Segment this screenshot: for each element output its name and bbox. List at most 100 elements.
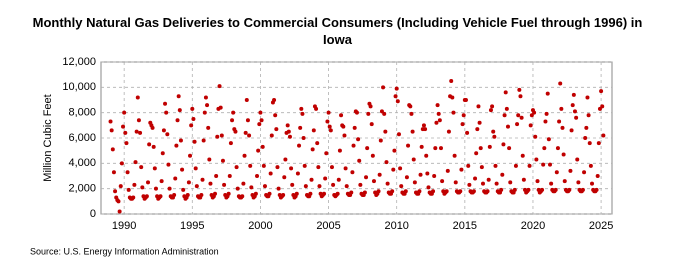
data-point <box>253 191 258 196</box>
data-point <box>404 175 409 180</box>
data-point <box>426 185 431 190</box>
data-point <box>544 111 549 116</box>
data-point <box>245 118 250 123</box>
data-point <box>505 124 510 129</box>
data-point <box>409 111 414 116</box>
data-point <box>166 162 171 167</box>
data-point <box>583 136 588 140</box>
data-point <box>559 106 564 111</box>
data-point <box>314 106 319 111</box>
data-point <box>528 123 533 128</box>
data-point <box>206 125 211 130</box>
data-point <box>308 191 313 196</box>
data-point <box>376 189 381 194</box>
data-point <box>272 98 277 102</box>
data-point <box>501 142 506 147</box>
data-point <box>287 134 292 139</box>
data-point <box>354 110 359 115</box>
data-point <box>582 170 587 175</box>
data-point <box>488 108 493 113</box>
data-point <box>516 113 521 118</box>
data-point <box>285 123 290 128</box>
data-point <box>446 129 451 134</box>
data-point <box>233 129 238 134</box>
data-point <box>290 182 295 187</box>
data-point <box>357 158 362 163</box>
data-point <box>134 129 139 134</box>
data-point <box>113 189 118 194</box>
data-point <box>194 184 199 189</box>
data-point <box>299 106 304 111</box>
data-point <box>521 177 526 182</box>
data-point <box>440 179 445 184</box>
data-point <box>135 95 140 100</box>
data-point <box>344 184 349 189</box>
data-point <box>471 189 476 194</box>
data-point <box>394 86 399 91</box>
data-point <box>435 103 440 108</box>
data-point <box>368 104 373 109</box>
data-point <box>248 163 253 168</box>
data-point <box>381 85 386 90</box>
data-point <box>108 119 113 124</box>
data-point <box>452 153 457 158</box>
data-point <box>595 174 600 178</box>
data-point <box>502 113 507 118</box>
data-point <box>350 170 355 175</box>
data-point <box>230 118 235 123</box>
data-point <box>508 180 513 185</box>
data-point <box>547 162 552 167</box>
data-point <box>161 128 166 133</box>
data-point <box>186 180 191 185</box>
data-point <box>119 161 124 166</box>
data-point <box>276 186 281 191</box>
data-point <box>574 115 579 120</box>
data-point <box>476 104 481 109</box>
data-point <box>247 133 252 138</box>
data-point <box>568 168 573 173</box>
data-point <box>362 190 367 195</box>
data-point <box>297 143 302 148</box>
data-point <box>337 148 342 153</box>
data-point <box>132 182 137 187</box>
data-point <box>213 191 218 196</box>
data-point <box>219 133 224 138</box>
data-point <box>295 171 300 176</box>
data-point <box>526 187 531 192</box>
data-point <box>477 120 482 125</box>
data-point <box>433 146 438 151</box>
data-point <box>351 143 356 148</box>
data-point <box>584 125 589 130</box>
data-point <box>257 122 262 127</box>
y-axis-label: Million Cubic Feet <box>42 94 54 181</box>
data-point <box>331 182 336 187</box>
data-point <box>453 180 458 185</box>
data-point <box>459 167 464 172</box>
data-point <box>408 104 413 109</box>
data-point <box>335 191 340 196</box>
data-point <box>255 174 260 178</box>
data-point <box>269 133 274 138</box>
data-point <box>398 166 403 171</box>
data-point <box>518 94 523 99</box>
data-point <box>199 193 204 197</box>
data-point <box>256 148 261 153</box>
data-point <box>289 166 294 171</box>
data-point <box>153 186 158 191</box>
data-point <box>431 189 436 194</box>
data-point <box>587 141 592 146</box>
data-point <box>570 103 575 108</box>
data-point <box>543 119 548 124</box>
data-point <box>491 129 496 134</box>
data-point <box>303 184 308 189</box>
data-point <box>242 153 247 158</box>
data-point <box>227 174 232 178</box>
data-point <box>217 84 222 89</box>
data-point <box>336 177 341 182</box>
data-point <box>371 179 376 184</box>
data-point <box>473 176 478 181</box>
data-point <box>475 127 480 132</box>
data-point <box>191 117 196 121</box>
